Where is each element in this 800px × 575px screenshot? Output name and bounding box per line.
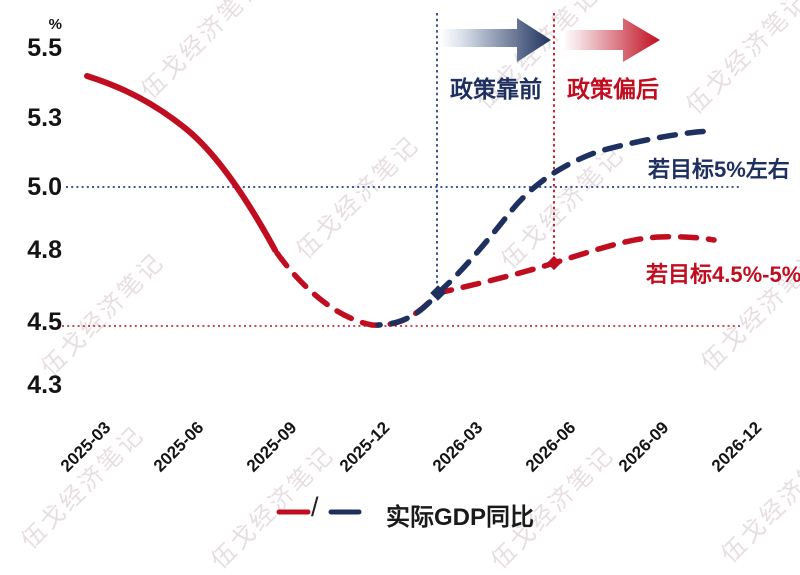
- y-tick-4.3: 4.3: [27, 371, 62, 399]
- policy-front-arrow-icon: [440, 18, 551, 62]
- gdp-forecast-chart-page: { "page": { "watermark_text": "伍戈经济笔记", …: [16, 0, 800, 575]
- series-actual-gdp-solid-line: [84, 73, 278, 253]
- series-forecast-blue-dashed-line: [375, 128, 717, 328]
- scenario-4.5-5pct-label: 若目标4.5%-5%: [646, 262, 800, 287]
- policy-late-label: 政策偏后: [567, 76, 659, 102]
- y-tick-4.5: 4.5: [27, 308, 62, 336]
- series-forecast-red-dashed-line: [274, 234, 717, 328]
- y-tick-5.0: 5.0: [27, 173, 62, 201]
- chart-canvas: [62, 13, 740, 515]
- policy-late-arrow-icon: [563, 18, 660, 62]
- red-diamond-marker: [546, 255, 562, 271]
- y-tick-4.8: 4.8: [27, 236, 62, 264]
- y-tick-5.5: 5.5: [27, 34, 62, 62]
- y-tick-5.3: 5.3: [27, 104, 62, 132]
- scenario-5pct-label: 若目标5%左右: [648, 157, 790, 182]
- policy-front-label: 政策靠前: [450, 76, 542, 102]
- legend-slash: /: [311, 492, 319, 522]
- legend-label: 实际GDP同比: [386, 504, 535, 531]
- y-axis-unit: %: [48, 16, 62, 33]
